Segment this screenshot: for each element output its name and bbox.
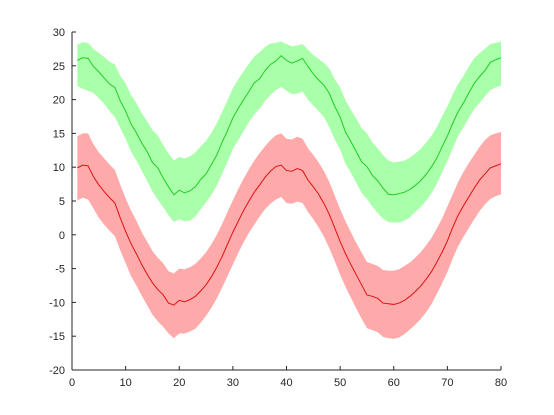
x-tick-label: 80 xyxy=(495,377,507,389)
y-tick-label: 15 xyxy=(53,128,65,140)
y-tick-label: 0 xyxy=(59,230,65,242)
axes-layer: 0 10 20 30 40 50 60 70 80 -20 -15 -10 -5 0 5 10 15 20 25 30 xyxy=(49,27,507,389)
y-tick-label: -15 xyxy=(49,331,65,343)
x-tick-label: 30 xyxy=(227,377,239,389)
y-tick-label: 5 xyxy=(59,196,65,208)
y-tick-label: -20 xyxy=(49,365,65,377)
y-tick-label: 10 xyxy=(53,162,65,174)
bands-layer xyxy=(77,41,502,339)
x-tick-label: 10 xyxy=(120,377,132,389)
y-tick-label: 30 xyxy=(53,27,65,39)
x-tick-label: 60 xyxy=(388,377,400,389)
lines-layer xyxy=(77,54,502,306)
y-tick-label: 20 xyxy=(53,95,65,107)
series-2-line xyxy=(77,163,502,306)
y-tick-label: 25 xyxy=(53,61,65,73)
x-tick-label: 20 xyxy=(173,377,185,389)
series-1-line xyxy=(77,54,502,196)
series-2-band xyxy=(77,132,502,339)
series-1-band xyxy=(77,41,502,223)
y-tick-label: -5 xyxy=(55,264,65,276)
x-tick-label: 40 xyxy=(280,377,292,389)
x-tick-label: 0 xyxy=(69,377,75,389)
x-tick-label: 50 xyxy=(334,377,346,389)
y-tick-label: -10 xyxy=(49,297,65,309)
x-tick-label: 70 xyxy=(441,377,453,389)
